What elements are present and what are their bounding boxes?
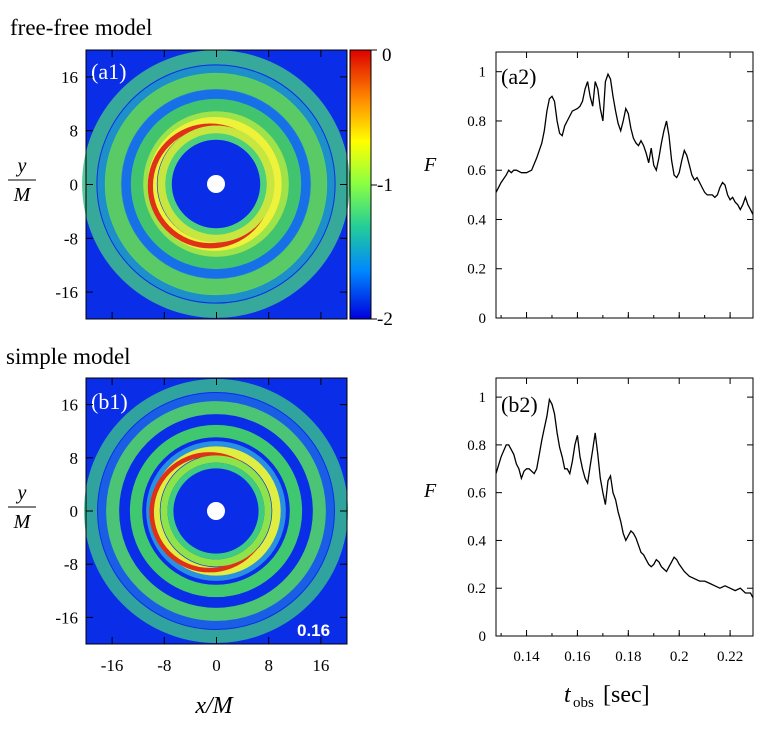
map-panel-a1: (a1) 16 8 0 -8 -16 <box>55 49 350 320</box>
curve-panel-a2: 1 0.8 0.6 0.4 0.2 0 (a2) F <box>423 51 754 327</box>
colorbar-tick-mid: -1 <box>377 175 393 196</box>
map-x-tick-label: 8 <box>264 656 273 675</box>
row-title-free-free: free-free model <box>10 15 152 40</box>
map-y-tick-label: 16 <box>61 68 78 87</box>
curve-x-tick-label: 0.16 <box>564 649 591 665</box>
map-ring <box>121 89 311 279</box>
map-ring <box>129 424 303 598</box>
curve-y-tick-label: 0 <box>479 311 487 327</box>
curve-label-a2: (a2) <box>501 64 536 89</box>
curve-label-b2: (b2) <box>501 392 538 417</box>
map-central-hole <box>207 502 225 520</box>
map-y-tick-label: -8 <box>64 229 78 248</box>
map-ring <box>167 462 265 560</box>
map-y-tick-label: 16 <box>61 396 78 415</box>
curve-y-tick-label: 1 <box>479 390 487 406</box>
map-ring <box>160 455 272 567</box>
row-title-simple: simple model <box>6 344 131 369</box>
map-y-label-b1: y M <box>8 482 36 533</box>
curve-y-tick-label: 1 <box>479 65 487 81</box>
map-y-label-numerator: y <box>16 155 27 177</box>
map-y-tick-label: 8 <box>70 449 79 468</box>
colorbar: 0 -1 -2 <box>349 45 393 330</box>
map-y-tick-label: 8 <box>70 122 79 141</box>
curve-frame <box>495 377 754 637</box>
curve-frame <box>495 51 754 319</box>
colorbar-scale <box>349 49 372 320</box>
map-x-label: x/M <box>194 693 234 719</box>
map-y-tick-label: -16 <box>55 608 78 627</box>
map-ring <box>130 98 302 270</box>
curve-y-tick-label: 0.6 <box>467 486 486 502</box>
curve-y-tick-label: 0.2 <box>467 262 486 278</box>
curve-y-tick-label: 0.8 <box>467 114 486 130</box>
curve-ticks: 1 0.8 0.6 0.4 0.2 0 <box>467 52 753 327</box>
curve-y-tick-label: 0.8 <box>467 438 486 454</box>
flux-curve-b2 <box>495 397 754 599</box>
curve-y-tick-label: 0.4 <box>467 212 486 228</box>
map-x-tick-label: 16 <box>312 656 329 675</box>
map-label-a1: (a1) <box>91 59 126 84</box>
map-y-label-a1: y M <box>8 155 36 206</box>
map-ring <box>106 401 326 621</box>
map-ring <box>157 125 275 243</box>
map-x-tick-label: 0 <box>212 656 221 675</box>
colorbar-tick-bottom: -2 <box>377 309 393 330</box>
map-y-label-denominator: M <box>13 511 32 533</box>
map-x-tick-label: -8 <box>157 656 171 675</box>
map-y-label-denominator: M <box>13 184 32 206</box>
curve-ticks: 1 0.8 0.6 0.4 0.2 0 0.14 0.16 0.18 0.2 0.22 <box>467 378 753 665</box>
snapshot-time-label: 0.16 <box>297 621 330 640</box>
map-ring <box>146 441 286 581</box>
map-ring <box>143 111 289 257</box>
map-y-label-numerator: y <box>16 482 27 504</box>
map-ticks: 16 8 0 -8 -16 <box>55 50 347 319</box>
map-y-tick-label: -16 <box>55 283 78 302</box>
map-central-hole <box>207 175 225 193</box>
colorbar-tick-top: 0 <box>382 45 392 66</box>
flux-curve-a2 <box>495 72 754 215</box>
curve-x-tick-label: 0.18 <box>615 649 641 665</box>
map-ring <box>104 72 328 296</box>
curve-x-tick-label: 0.2 <box>670 649 689 665</box>
map-panel-b1: (b1) 0.16 16 8 0 -8 -16 -16 -8 0 8 16 <box>55 377 348 675</box>
map-y-tick-label: -8 <box>64 555 78 574</box>
curve-y-label-b2: F <box>423 480 437 502</box>
map-ring <box>97 65 335 303</box>
map-ring <box>119 414 313 608</box>
curve-x-label: t obs [sec] <box>564 682 650 711</box>
map-x-tick-label: -16 <box>101 656 124 675</box>
curve-y-tick-label: 0.4 <box>467 533 486 549</box>
curve-y-tick-label: 0 <box>479 629 487 645</box>
curve-x-label-sub: obs <box>573 695 594 711</box>
curve-x-tick-label: 0.14 <box>513 649 540 665</box>
map-ring <box>98 393 334 629</box>
map-y-tick-label: 0 <box>70 502 79 521</box>
map-label-b1: (b1) <box>91 389 128 414</box>
map-ring <box>165 133 267 235</box>
map-y-tick-label: 0 <box>70 176 79 195</box>
curve-y-tick-label: 0.2 <box>467 581 486 597</box>
curve-x-label-unit: [sec] <box>603 682 650 708</box>
curve-y-label-a2: F <box>423 154 437 176</box>
curve-panel-b2: 1 0.8 0.6 0.4 0.2 0 0.14 0.16 0.18 0.2 0.22 (b2) F <box>423 377 754 665</box>
curve-x-label-main: t <box>564 682 572 708</box>
map-ticks: 16 8 0 -8 -16 -16 -8 0 8 16 <box>55 378 347 675</box>
curve-y-tick-label: 0.6 <box>467 163 486 179</box>
curve-x-tick-label: 0.22 <box>717 649 743 665</box>
